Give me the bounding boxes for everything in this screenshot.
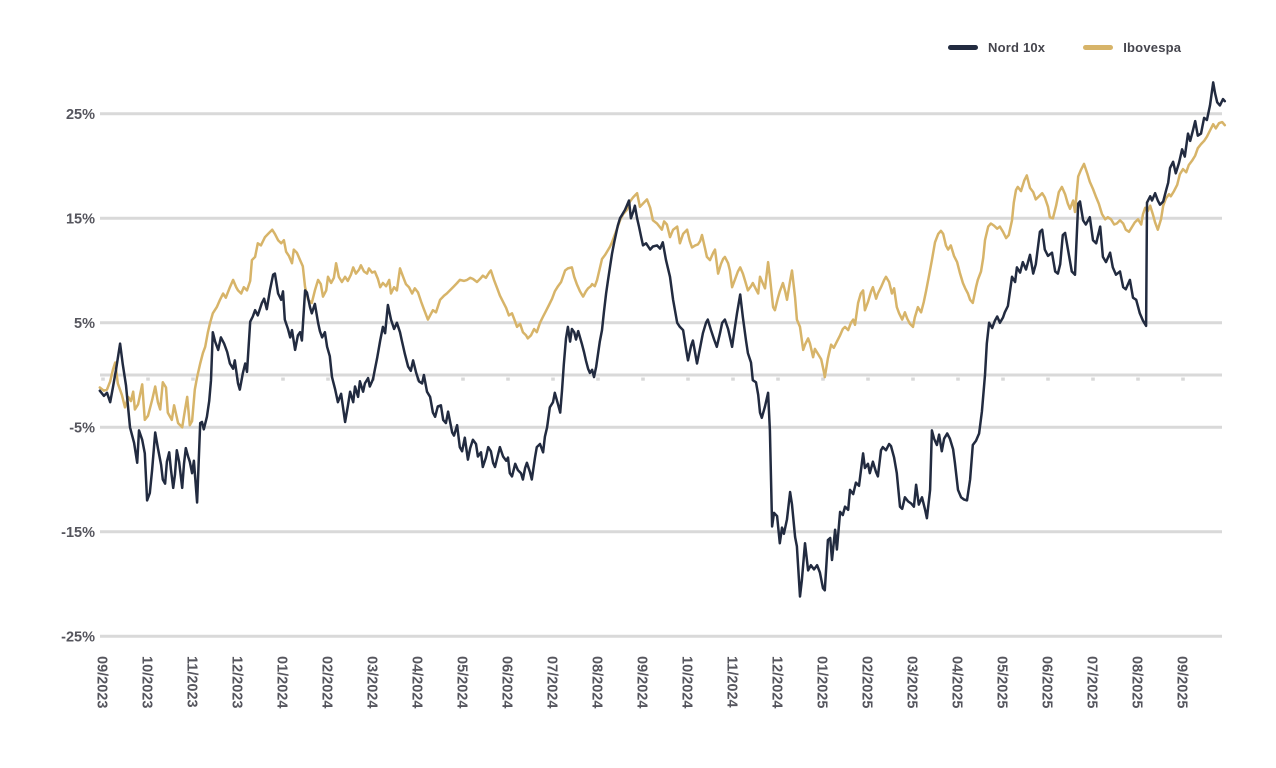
x-tick	[821, 377, 825, 381]
x-tick	[551, 377, 555, 381]
legend-item-nord-10x: Nord 10x	[948, 41, 1045, 54]
x-tick-label: 06/2025	[1039, 656, 1055, 708]
x-tick-label: 12/2024	[769, 656, 785, 708]
x-tick	[641, 377, 645, 381]
x-tick-label: 09/2024	[634, 656, 650, 708]
legend-item-ibovespa: Ibovespa	[1083, 41, 1181, 54]
x-tick	[101, 377, 105, 381]
x-tick-label: 04/2024	[409, 656, 425, 708]
x-tick-label: 03/2025	[904, 656, 920, 708]
x-tick-label: 07/2024	[544, 656, 560, 708]
x-tick-label: 09/2025	[1174, 656, 1190, 708]
legend-label-ibovespa: Ibovespa	[1123, 40, 1182, 55]
nord-10x-line-swatch-icon	[948, 45, 978, 50]
x-tick-label: 02/2025	[859, 656, 875, 708]
x-tick-label: 12/2023	[229, 656, 245, 708]
x-tick	[1091, 377, 1095, 381]
x-tick-label: 08/2024	[589, 656, 605, 708]
x-tick-label: 01/2025	[814, 656, 830, 708]
x-tick	[1046, 377, 1050, 381]
x-tick	[1181, 377, 1185, 381]
x-tick	[326, 377, 330, 381]
x-tick	[911, 377, 915, 381]
x-tick	[686, 377, 690, 381]
x-tick-label: 03/2024	[364, 656, 380, 708]
x-tick-label: 07/2025	[1084, 656, 1100, 708]
chart-legend: Nord 10x Ibovespa	[948, 41, 1181, 54]
y-tick-label: -5%	[69, 420, 95, 436]
ibovespa-line	[98, 120, 1227, 429]
x-tick-label: 11/2024	[724, 656, 740, 708]
nord-10x-line	[98, 81, 1227, 598]
x-tick	[1136, 377, 1140, 381]
x-tick-label: 10/2023	[139, 656, 155, 708]
legend-label-nord-10x: Nord 10x	[988, 40, 1046, 55]
x-tick-label: 02/2024	[319, 656, 335, 708]
x-tick	[281, 377, 285, 381]
x-tick-label: 05/2025	[994, 656, 1010, 708]
y-tick-label: -25%	[61, 629, 95, 645]
x-tick	[776, 377, 780, 381]
x-tick-label: 06/2024	[499, 656, 515, 708]
x-tick	[461, 377, 465, 381]
x-tick	[596, 377, 600, 381]
x-tick	[866, 377, 870, 381]
x-tick-label: 05/2024	[454, 656, 470, 708]
y-tick-label: 25%	[66, 107, 95, 123]
x-tick	[731, 377, 735, 381]
y-tick-label: -15%	[61, 525, 95, 541]
x-tick-label: 11/2023	[184, 656, 200, 708]
x-tick-label: 01/2024	[274, 656, 290, 708]
x-tick	[146, 377, 150, 381]
x-tick-label: 04/2025	[949, 656, 965, 708]
x-tick-label: 09/2023	[94, 656, 110, 708]
y-tick-label: 5%	[74, 316, 95, 332]
ibovespa-line-swatch-icon	[1083, 45, 1114, 50]
x-tick-label: 10/2024	[679, 656, 695, 708]
x-tick	[956, 377, 960, 381]
x-tick	[191, 377, 195, 381]
x-tick	[506, 377, 510, 381]
x-tick-label: 08/2025	[1129, 656, 1145, 708]
x-tick	[1001, 377, 1005, 381]
y-tick-label: 15%	[66, 211, 95, 227]
